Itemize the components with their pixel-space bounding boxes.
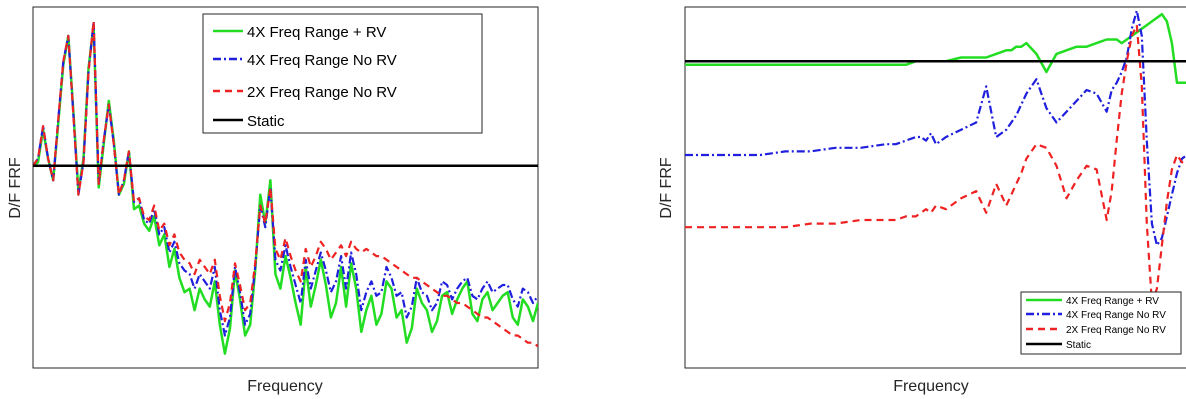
right-legend-label-2: 4X Freq Range No RV <box>1066 310 1166 321</box>
left-legend-label-3: 2X Freq Range No RV <box>247 84 397 101</box>
left-legend-label-2: 4X Freq Range No RV <box>247 52 397 69</box>
left-series-red-line <box>33 20 538 348</box>
right-legend-label-3: 2X Freq Range No RV <box>1066 325 1166 336</box>
left-series-group <box>33 20 538 355</box>
right-legend-label-4: Static <box>1066 340 1091 351</box>
right-legend-label-1: 4X Freq Range + RV <box>1066 296 1159 307</box>
left-legend-label-1: 4X Freq Range + RV <box>247 24 386 41</box>
left-xlabel: Frequency <box>247 378 323 395</box>
left-ylabel: D/F FRF <box>7 157 24 219</box>
left-legend-box <box>202 13 483 134</box>
chart-left: Frequency D/F FRF 4X Freq Range + RV 4X … <box>7 6 539 395</box>
right-ylabel: D/F FRF <box>658 157 675 219</box>
right-series-blue-line <box>685 9 1186 247</box>
chart-right: Frequency D/F FRF 4X Freq Range + RV 4X … <box>658 6 1186 395</box>
left-legend-label-4: Static <box>247 113 285 130</box>
left-legend: 4X Freq Range + RV 4X Freq Range No RV 2… <box>202 13 483 134</box>
right-series-group <box>685 9 1186 305</box>
right-legend: 4X Freq Range + RV 4X Freq Range No RV 2… <box>1020 291 1182 355</box>
right-xlabel: Frequency <box>893 378 969 395</box>
